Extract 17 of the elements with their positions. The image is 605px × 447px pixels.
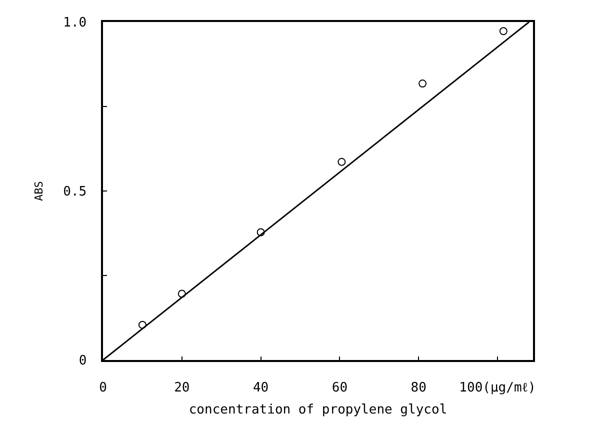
point (256, 228, 265, 236)
point (499, 27, 508, 36)
x-tick-label: 60 (332, 380, 348, 396)
point (338, 158, 346, 166)
y-tick-label: 1.0 (63, 16, 87, 31)
point (178, 290, 186, 298)
y-tick-label: 0 (78, 354, 87, 369)
y-tick-label: 0.5 (63, 184, 87, 200)
x-tick-label: 40 (252, 380, 269, 396)
x-tick-label: 20 (174, 380, 190, 396)
y-axis-title: ABS (32, 181, 46, 201)
x-tick-label: 100(μg/mℓ) (459, 380, 536, 396)
x-tick-label: 0 (99, 380, 107, 396)
point (138, 320, 146, 329)
x-tick-label: 80 (410, 380, 426, 396)
x-axis-title: concentration of propylene glycol (188, 402, 448, 418)
point (418, 80, 427, 88)
